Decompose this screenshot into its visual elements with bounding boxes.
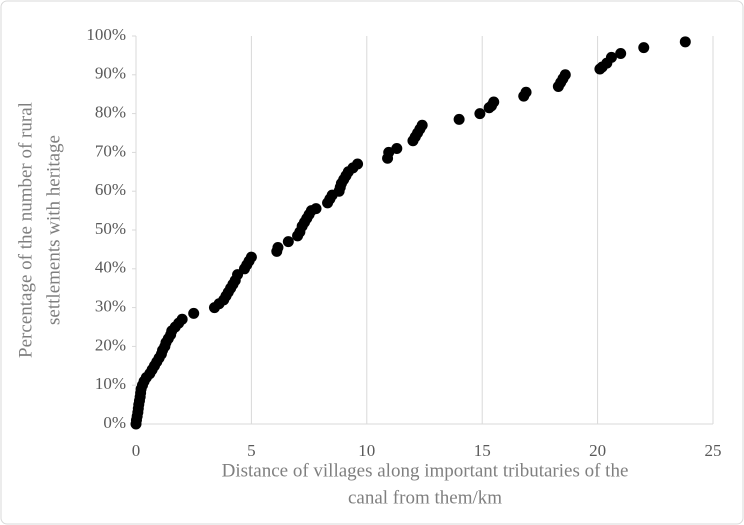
x-tick-label: 15 [474, 441, 491, 460]
data-point [176, 313, 188, 325]
data-point [310, 203, 322, 215]
y-tick-label: 70% [95, 141, 126, 160]
x-tick-label: 20 [589, 441, 606, 460]
y-tick-label: 20% [95, 335, 126, 354]
data-point [615, 47, 627, 59]
y-axis-title: settlements with heritage [43, 135, 64, 325]
y-tick-label: 10% [95, 374, 126, 393]
x-tick-label: 25 [705, 441, 722, 460]
y-tick-label: 80% [95, 103, 126, 122]
data-point [188, 307, 200, 319]
data-point [638, 42, 650, 54]
y-tick-label: 30% [95, 297, 126, 316]
x-tick-label: 0 [132, 441, 141, 460]
data-point [559, 69, 571, 81]
y-axis-title: Percentage of the number of rural [15, 102, 36, 358]
data-point [352, 158, 364, 170]
data-point [474, 108, 486, 120]
y-tick-label: 100% [86, 25, 126, 44]
data-point [488, 96, 500, 108]
data-point [520, 86, 532, 98]
plot-area: 0 5 10 15 20 25 0% 10% 20% 30% 40% 50% 60% 70% 80% 90% 1… [86, 25, 721, 460]
data-point [391, 143, 403, 155]
y-tick-label: 0% [103, 413, 126, 432]
y-tick-label: 40% [95, 258, 126, 277]
y-tick-label: 50% [95, 219, 126, 238]
y-tick-label: 90% [95, 64, 126, 83]
data-point [245, 251, 257, 263]
data-point [282, 236, 294, 248]
data-point [605, 51, 617, 63]
data-point [272, 241, 284, 253]
y-tick-label: 60% [95, 180, 126, 199]
data-point [679, 36, 691, 48]
data-point [416, 119, 428, 131]
data-point [453, 113, 465, 125]
x-axis-title: Distance of villages along important tri… [222, 460, 629, 481]
x-tick-label: 5 [247, 441, 256, 460]
x-tick-label: 10 [358, 441, 375, 460]
x-axis-title: canal from them/km [348, 487, 502, 508]
